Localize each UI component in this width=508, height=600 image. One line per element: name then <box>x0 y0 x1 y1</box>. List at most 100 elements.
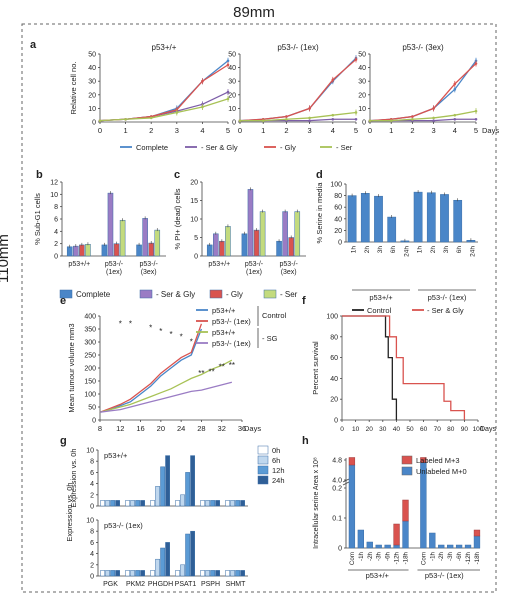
legend-swatch <box>59 289 73 299</box>
series-line <box>99 98 229 122</box>
bar <box>155 486 160 507</box>
bar <box>113 243 120 257</box>
stacked-bar <box>366 541 373 549</box>
x-tick-label: 80 <box>447 426 455 433</box>
y-tick-label: 20 <box>228 92 236 99</box>
data-point <box>411 115 414 118</box>
y-tick-label: 0 <box>92 120 96 127</box>
y-tick-label: 0 <box>90 574 94 581</box>
bar <box>79 244 85 257</box>
data-point <box>453 117 457 121</box>
legend-label: - Ser & Gly <box>427 306 464 315</box>
bar <box>225 500 230 507</box>
y-tick-label: 4 <box>90 551 94 558</box>
bar <box>240 570 245 577</box>
y-tick-label: 4.8 <box>332 458 342 465</box>
survival-curve <box>342 315 466 420</box>
data-point <box>98 119 102 122</box>
category-label: Com <box>420 552 427 565</box>
bar <box>215 570 220 577</box>
stacked-bar <box>384 544 391 549</box>
significance-marker: * <box>119 319 122 328</box>
stacked-bar <box>357 529 364 549</box>
significance-marker: * <box>149 323 152 332</box>
y-tick-label: 30 <box>228 79 236 86</box>
bar <box>225 570 230 577</box>
category-label: p53-/- <box>140 261 159 268</box>
stacked-bar <box>447 544 454 549</box>
y-tick-label: 15 <box>190 198 198 205</box>
y-axis-title: Percent survival <box>311 341 320 395</box>
y-tick-label: 6 <box>54 217 58 224</box>
y-tick-label: 20 <box>358 92 366 99</box>
bar <box>175 570 180 577</box>
bar <box>165 542 170 577</box>
legend-label: Control <box>367 306 392 315</box>
category-label: PGK <box>103 581 118 588</box>
category-label: (3ex) <box>281 269 297 276</box>
bar <box>85 244 91 257</box>
category-label: p53+/+ <box>208 261 230 268</box>
bar <box>185 472 190 507</box>
legend-label: Complete <box>76 290 111 299</box>
panel-letter-a: a <box>30 39 37 51</box>
x-tick-label: 32 <box>218 424 226 433</box>
y-tick-label: 60 <box>330 355 338 362</box>
category-label: (1ex) <box>106 269 122 276</box>
panel-letter-h: h <box>302 435 309 447</box>
y-tick-label: 4.0 <box>332 478 342 485</box>
y-tick-label: 0 <box>334 418 338 425</box>
category-label: -1h <box>358 551 365 561</box>
bar <box>150 500 155 507</box>
data-point <box>354 117 358 121</box>
data-point <box>368 119 372 122</box>
group-label: p53+/+ <box>369 293 393 302</box>
legend-label: p53-/- (1ex) <box>212 339 251 348</box>
x-tick-label: 12 <box>116 424 124 433</box>
data-point <box>285 115 288 118</box>
legend-label: - Ser <box>280 290 298 299</box>
bar <box>100 500 105 507</box>
data-point <box>411 117 414 121</box>
y-tick-label: 80 <box>330 334 338 341</box>
y-tick-label: 0 <box>54 254 58 261</box>
y-axis-title: Relative cell no. <box>69 62 78 115</box>
y-tick-label: 0 <box>362 120 366 127</box>
group-label: p53-/- (1ex) <box>428 293 467 302</box>
bar <box>413 191 423 243</box>
legend-label: 12h <box>272 466 285 475</box>
category-label: PSAT1 <box>175 581 197 588</box>
bar <box>215 500 220 507</box>
bar <box>180 564 185 577</box>
category-label: (1ex) <box>246 269 262 276</box>
bar <box>150 570 155 577</box>
y-tick-label: 350 <box>84 327 96 334</box>
y-tick-label: 10 <box>88 106 96 113</box>
legend-label: 0h <box>272 446 280 455</box>
data-point <box>389 119 393 122</box>
group-label: p53+/+ <box>366 571 390 580</box>
x-tick-label: 16 <box>136 424 144 433</box>
x-tick-label: 10 <box>352 426 360 433</box>
legend-label: - Ser & Gly <box>201 143 238 152</box>
y-tick-label: 400 <box>84 314 96 321</box>
category-label: p53-/- <box>280 261 299 268</box>
x-tick-label: 60 <box>420 426 428 433</box>
y-tick-label: 80 <box>334 193 342 200</box>
legend-swatch <box>257 455 269 465</box>
x-tick-label: 4 <box>200 126 204 135</box>
x-tick-label: 70 <box>434 426 442 433</box>
category-label: SHMT <box>226 581 247 588</box>
y-tick-label: 4 <box>90 481 94 488</box>
bar <box>453 199 463 243</box>
y-tick-label: 20 <box>334 228 342 235</box>
legend-swatch <box>257 475 269 485</box>
y-tick-label: 50 <box>88 52 96 59</box>
category-label: 2h <box>430 246 437 254</box>
bar <box>142 218 148 257</box>
bar <box>115 570 120 577</box>
y-tick-label: 10 <box>50 192 58 199</box>
y-tick-label: 10 <box>358 106 366 113</box>
bar <box>206 244 213 257</box>
data-point <box>453 113 457 117</box>
